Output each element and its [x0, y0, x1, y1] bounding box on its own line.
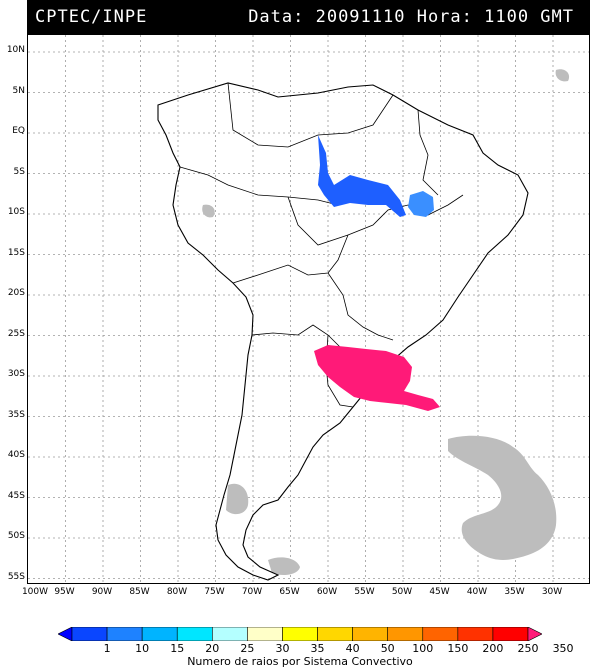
colorbar-segment	[387, 627, 424, 641]
colorbar-segment	[212, 627, 248, 641]
colorbar-segment	[317, 627, 353, 641]
convective-system-amazon	[318, 135, 406, 217]
map-canvas	[28, 35, 589, 583]
lon-label: 90W	[91, 587, 113, 597]
organization-label: CPTEC/INPE	[35, 7, 148, 27]
cloud-patch-north	[555, 69, 570, 82]
colorbar-label: 250	[517, 642, 539, 655]
cloud-patch-amazon	[202, 204, 215, 218]
colorbar-segment	[492, 627, 529, 641]
lat-label: 45S	[7, 490, 25, 501]
south-america-outline	[157, 82, 529, 581]
lat-label: 10S	[7, 207, 25, 217]
colorbar-label: 50	[380, 642, 395, 655]
lon-label: 60W	[316, 587, 338, 597]
convective-systems	[314, 135, 440, 411]
grid	[28, 35, 589, 583]
lat-label: 55S	[7, 571, 25, 582]
lon-label: 85W	[129, 587, 150, 597]
country-borders	[179, 82, 464, 408]
lat-label: 30S	[7, 369, 25, 379]
lon-label: 45W	[429, 587, 450, 597]
colorbar-label: 35	[310, 642, 325, 655]
colorbar-label: 20	[205, 642, 220, 655]
lat-label: 5S	[13, 166, 25, 177]
lat-label: 10N	[6, 45, 25, 55]
lat-label: 20S	[7, 288, 25, 298]
colorbar-segment	[422, 627, 459, 641]
lon-label: 80W	[166, 587, 188, 597]
cloud-patch-tierra	[268, 557, 300, 575]
lon-label: 50W	[391, 587, 413, 597]
lon-label: 75W	[204, 587, 225, 597]
colorbar-segment	[141, 627, 178, 641]
lat-label: 50S	[7, 531, 25, 541]
colorbar-segment	[106, 627, 143, 641]
legend-caption: Numero de raios por Sistema Convectivo	[187, 655, 413, 668]
lat-label: 5N	[12, 85, 25, 96]
colorbar-label: 15	[170, 642, 185, 655]
lat-label: 25S	[7, 328, 25, 339]
colorbar-label: 25	[240, 642, 255, 655]
colorbar-segment	[71, 627, 108, 641]
lat-label: 35S	[7, 409, 25, 420]
colorbar-label: 30	[275, 642, 290, 655]
colorbar-segment	[457, 627, 494, 641]
cloud-patch-patagonia	[226, 483, 249, 515]
lon-label: 65W	[279, 587, 300, 597]
datetime-label: Data: 20091110 Hora: 1100 GMT	[248, 7, 574, 27]
colorbar-label: 100	[412, 642, 434, 655]
colorbar-segment	[282, 627, 318, 641]
colorbar-segment	[247, 627, 283, 641]
lon-label: 30W	[541, 587, 563, 597]
colorbar-segment	[527, 627, 542, 641]
lat-label: 40S	[7, 450, 25, 460]
cloud-cover	[202, 69, 570, 575]
colorbar-segment	[352, 627, 388, 641]
lon-label: 70W	[241, 587, 263, 597]
colorbar-label: 1	[103, 642, 111, 655]
map-panel	[27, 34, 590, 584]
colorbar-label: 10	[135, 642, 150, 655]
colorbar-label: 200	[482, 642, 504, 655]
lat-label: 15S	[7, 247, 25, 258]
colorbar	[58, 627, 542, 641]
lat-label: EQ	[12, 126, 25, 136]
colorbar-segment	[58, 627, 73, 641]
convective-system-northeast	[408, 191, 434, 217]
colorbar-label: 40	[345, 642, 360, 655]
cloud-patch-south-atlantic	[448, 435, 557, 560]
lon-label: 55W	[354, 587, 375, 597]
convective-system-south	[314, 345, 440, 411]
lon-label: 95W	[54, 587, 75, 597]
colorbar-label: 150	[447, 642, 469, 655]
lon-label: 40W	[466, 587, 488, 597]
colorbar-segment	[176, 627, 213, 641]
lon-label: 100W	[21, 587, 49, 597]
colorbar-label: 350	[552, 642, 574, 655]
map-header: CPTEC/INPE Data: 20091110 Hora: 1100 GMT	[27, 0, 590, 34]
lon-label: 35W	[504, 587, 525, 597]
